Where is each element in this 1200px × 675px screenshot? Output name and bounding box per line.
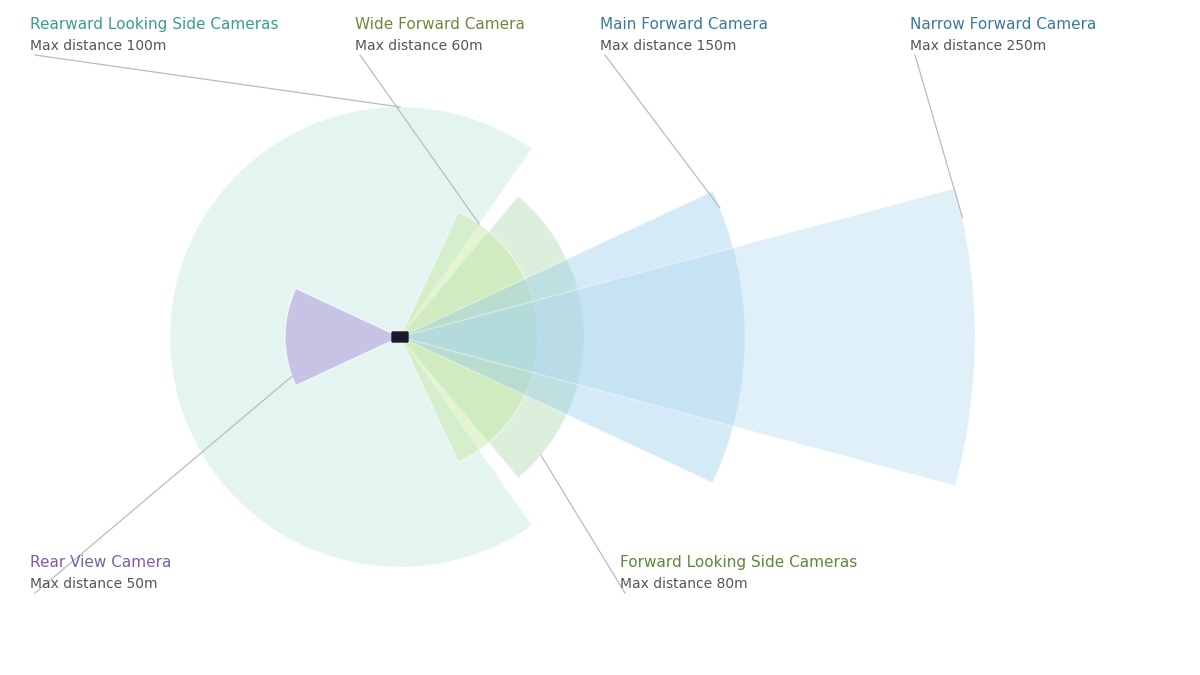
Wedge shape: [400, 188, 974, 486]
Text: Max distance 250m: Max distance 250m: [910, 39, 1046, 53]
Text: Max distance 60m: Max distance 60m: [355, 39, 482, 53]
Text: Forward Looking Side Cameras: Forward Looking Side Cameras: [620, 555, 857, 570]
Text: Max distance 100m: Max distance 100m: [30, 39, 167, 53]
Text: Max distance 150m: Max distance 150m: [600, 39, 737, 53]
Text: Rear View Camera: Rear View Camera: [30, 555, 172, 570]
Text: Rearward Looking Side Cameras: Rearward Looking Side Cameras: [30, 17, 278, 32]
Text: Wide Forward Camera: Wide Forward Camera: [355, 17, 524, 32]
Text: Narrow Forward Camera: Narrow Forward Camera: [910, 17, 1097, 32]
Text: Max distance 50m: Max distance 50m: [30, 577, 157, 591]
Wedge shape: [286, 288, 400, 385]
Text: Main Forward Camera: Main Forward Camera: [600, 17, 768, 32]
Wedge shape: [400, 212, 538, 462]
Wedge shape: [170, 107, 532, 567]
Wedge shape: [400, 196, 584, 478]
Wedge shape: [400, 191, 745, 483]
FancyBboxPatch shape: [392, 332, 408, 342]
Text: Max distance 80m: Max distance 80m: [620, 577, 748, 591]
